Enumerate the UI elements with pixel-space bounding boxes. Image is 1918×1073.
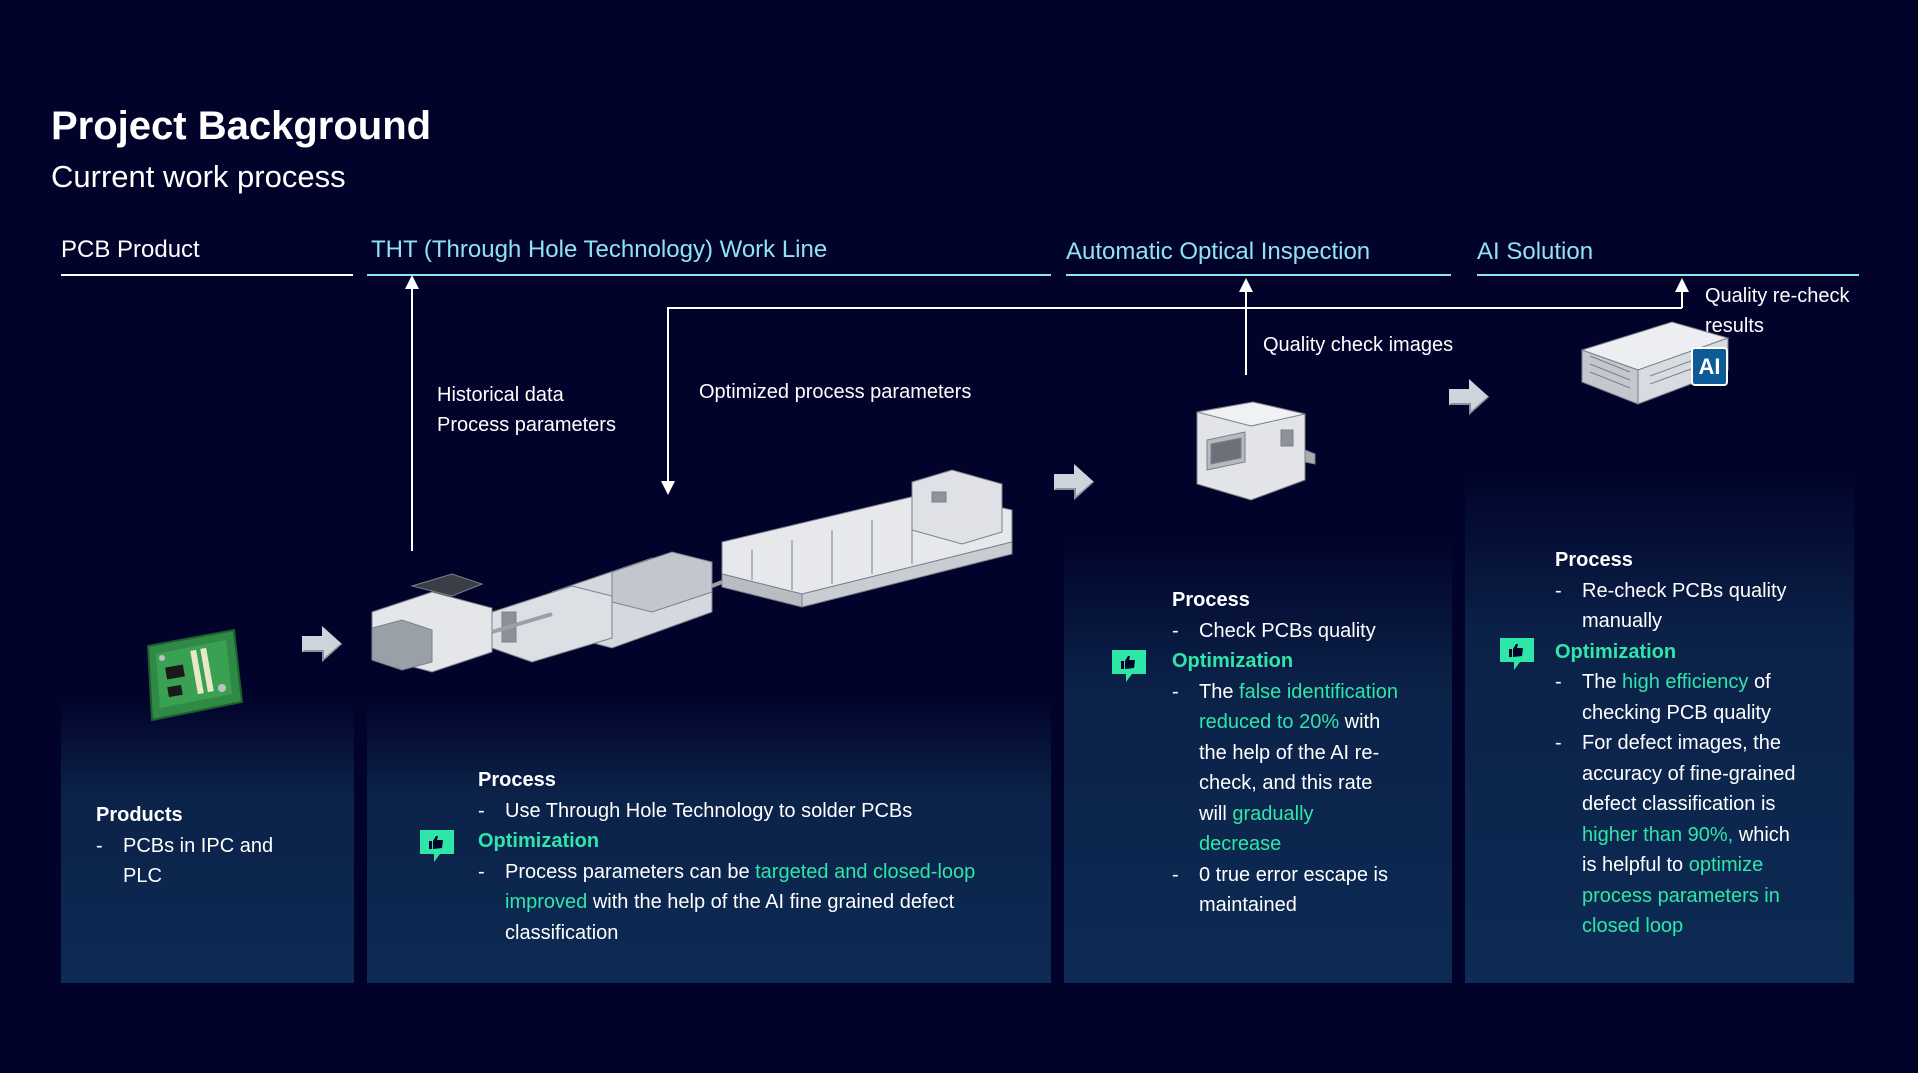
label-historical-data: Historical data [437, 384, 564, 406]
panel-aoi [1064, 540, 1452, 983]
column-header-pcb-product: PCB Product [61, 236, 200, 263]
list-item: - 0 true error escape is maintained [1172, 863, 1388, 917]
arrow-optimized-params-down [661, 307, 1682, 495]
panel-tht-work-line [367, 700, 1051, 983]
aoi-machine-icon [1196, 401, 1316, 501]
ai-panel-text: Process - Re-check PCBs quality manually… [1555, 545, 1845, 942]
thumbs-up-icon [1112, 650, 1146, 682]
label-optimized-params: Optimized process parameters [699, 381, 972, 403]
list-item: - Re-check PCBs quality manually [1555, 579, 1787, 633]
step-arrow-icon [1449, 379, 1489, 415]
ai-process-heading: Process [1555, 549, 1633, 571]
tht-optimization-heading: Optimization [478, 830, 600, 852]
list-item: - Use Through Hole Technology to solder … [478, 799, 913, 822]
column-rule-aoi [1066, 274, 1451, 276]
list-item: - PCBs in IPC and PLC [96, 834, 274, 888]
list-item: - Check PCBs quality [1172, 619, 1376, 642]
page-subtitle: Current work process [51, 159, 346, 194]
label-process-parameters: Process parameters [437, 414, 616, 436]
list-item: - The high efficiency of checking PCB qu… [1555, 671, 1771, 724]
panel-ai-solution [1465, 470, 1854, 983]
ai-optimization-heading: Optimization [1555, 640, 1677, 663]
tht-panel-text: Process - Use Through Hole Technology to… [478, 765, 1038, 948]
column-rule-pcb-product [61, 274, 353, 276]
column-header-tht-work-line: THT (Through Hole Technology) Work Line [371, 236, 828, 263]
aoi-panel-text: Process - Check PCBs quality Optimizatio… [1172, 585, 1442, 921]
thumbs-up-icon [1500, 638, 1534, 670]
ai-badge: AI [1691, 347, 1728, 386]
aoi-optimization-heading: Optimization [1172, 650, 1294, 672]
pcb-board-icon [146, 628, 244, 722]
aoi-process-heading: Process [1172, 589, 1250, 611]
list-item: - For defect images, the accuracy of fin… [1555, 732, 1796, 937]
tht-process-heading: Process [478, 769, 556, 791]
column-rule-ai-solution [1477, 274, 1859, 276]
tht-production-line-icon [371, 469, 1013, 673]
list-item: - Process parameters can be targeted and… [478, 860, 976, 944]
step-arrow-icon [302, 626, 342, 662]
label-recheck-line1: Quality re-check [1705, 285, 1850, 307]
column-header-aoi: Automatic Optical Inspection [1066, 238, 1371, 265]
label-recheck-line2: results [1705, 315, 1764, 337]
step-arrow-icon [1054, 464, 1094, 500]
column-rule-tht-work-line [367, 274, 1051, 276]
column-header-ai-solution: AI Solution [1477, 238, 1594, 265]
list-item: - The false identification reduced to 20… [1172, 680, 1399, 856]
page-title: Project Background [51, 104, 432, 148]
thumbs-up-icon [420, 830, 454, 862]
panel-pcb-product [61, 700, 354, 983]
label-quality-images: Quality check images [1263, 334, 1454, 356]
pcb-heading: Products [96, 804, 183, 826]
pcb-panel-text: Products - PCBs in IPC and PLC [96, 800, 336, 892]
